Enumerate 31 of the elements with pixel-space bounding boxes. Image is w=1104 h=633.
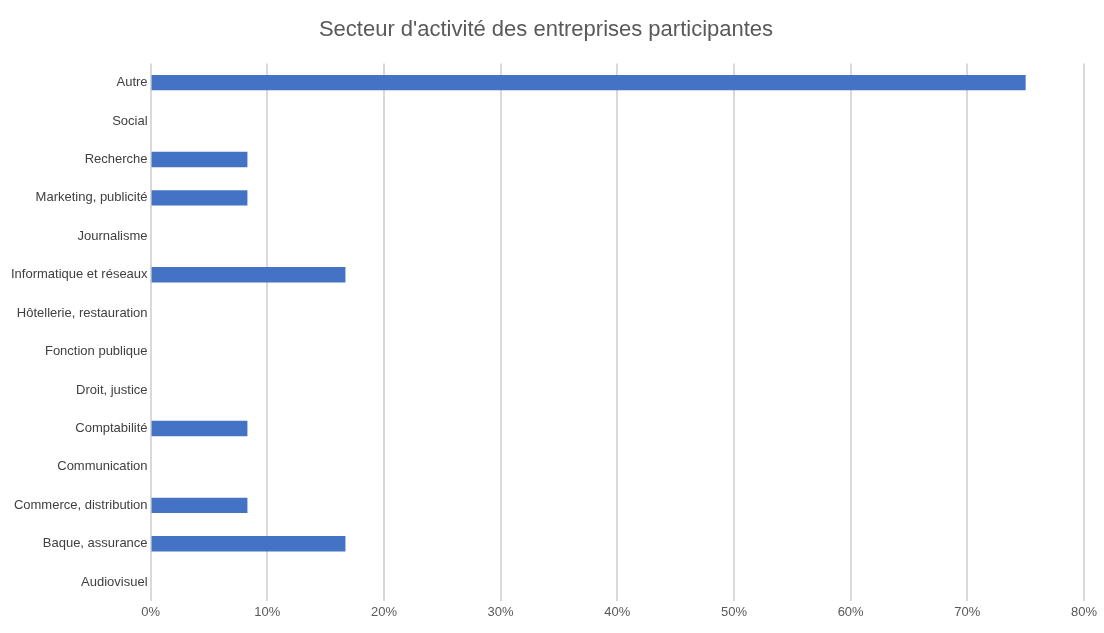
x-tick-label: 60% — [837, 603, 865, 619]
bar — [151, 536, 346, 552]
y-tick-label: Fonction publique — [44, 343, 148, 359]
y-tick-label: Hôtellerie, restauration — [16, 304, 148, 320]
y-tick-label: Droit, justice — [76, 381, 148, 397]
y-tick-label: Comptabilité — [75, 420, 148, 436]
bar — [151, 267, 346, 283]
bar — [151, 497, 248, 514]
bar — [151, 74, 1026, 91]
y-tick-label: Baque, assurance — [42, 535, 148, 551]
x-tick-label: 80% — [1070, 603, 1098, 619]
y-tick-label: Audiovisuel — [81, 573, 148, 589]
y-tick-label: Marketing, publicité — [35, 189, 148, 205]
bar — [151, 420, 248, 437]
y-tick-label: Social — [112, 112, 148, 128]
x-tick-label: 70% — [954, 603, 981, 619]
x-tick-label: 40% — [604, 603, 631, 619]
bar — [151, 190, 248, 206]
y-tick-label: Communication — [57, 458, 148, 474]
x-tick-label: 10% — [254, 603, 281, 619]
x-tick-label: 20% — [370, 603, 398, 619]
y-tick-label: Journalisme — [77, 227, 148, 243]
chart-title: Secteur d'activité des entreprises participantes — [318, 16, 774, 42]
x-tick-label: 50% — [720, 603, 748, 619]
y-tick-label: Autre — [116, 74, 148, 90]
x-tick-label: 30% — [487, 603, 515, 619]
bar — [151, 151, 248, 168]
x-tick-label: 0% — [141, 603, 161, 619]
y-tick-label: Commerce, distribution — [13, 496, 148, 512]
y-tick-label: Recherche — [84, 151, 148, 167]
y-tick-label: Informatique et réseaux — [11, 266, 149, 282]
